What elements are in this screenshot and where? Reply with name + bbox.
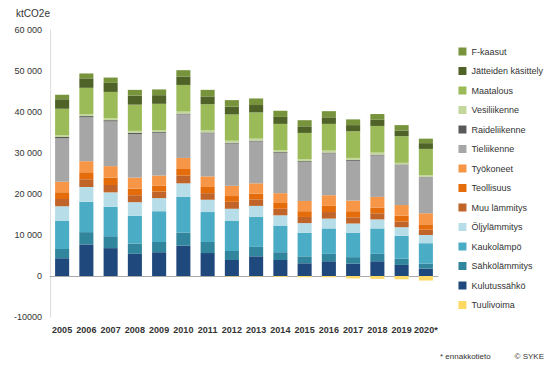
svg-text:-10000: -10000 bbox=[14, 312, 42, 322]
svg-text:2005: 2005 bbox=[52, 325, 72, 335]
svg-text:2010: 2010 bbox=[173, 325, 193, 335]
svg-text:Maatalous: Maatalous bbox=[471, 86, 513, 96]
svg-text:2013: 2013 bbox=[246, 325, 266, 335]
svg-text:50 000: 50 000 bbox=[14, 66, 42, 76]
svg-text:Tuulivoima: Tuulivoima bbox=[471, 300, 514, 310]
svg-text:Työkoneet: Työkoneet bbox=[471, 164, 513, 174]
svg-text:40 000: 40 000 bbox=[14, 107, 42, 117]
svg-text:20 000: 20 000 bbox=[14, 189, 42, 199]
svg-text:Sähkölämmitys: Sähkölämmitys bbox=[471, 261, 533, 271]
svg-text:2012: 2012 bbox=[222, 325, 242, 335]
svg-text:60 000: 60 000 bbox=[14, 25, 42, 35]
svg-text:Öljylämmitys: Öljylämmitys bbox=[471, 222, 522, 232]
svg-text:Vesiliikenne: Vesiliikenne bbox=[471, 105, 519, 115]
svg-text:2008: 2008 bbox=[125, 325, 145, 335]
svg-text:ktCO2e: ktCO2e bbox=[16, 8, 50, 19]
svg-text:Raideliikenne: Raideliikenne bbox=[471, 125, 525, 135]
svg-text:0: 0 bbox=[37, 271, 42, 281]
svg-text:2017: 2017 bbox=[343, 325, 363, 335]
svg-text:Muu lämmitys: Muu lämmitys bbox=[471, 203, 527, 213]
svg-text:10 000: 10 000 bbox=[14, 230, 42, 240]
svg-text:* ennakkotieto: * ennakkotieto bbox=[440, 352, 491, 361]
svg-text:Teollisuus: Teollisuus bbox=[471, 183, 511, 193]
svg-text:2016: 2016 bbox=[319, 325, 339, 335]
svg-text:Tieliikenne: Tieliikenne bbox=[471, 144, 514, 154]
svg-text:2018: 2018 bbox=[367, 325, 387, 335]
svg-text:Kulutussähkö: Kulutussähkö bbox=[471, 281, 525, 291]
svg-text:2019: 2019 bbox=[392, 325, 412, 335]
svg-text:2020*: 2020* bbox=[414, 325, 438, 335]
svg-text:Kaukolämpö: Kaukolämpö bbox=[471, 242, 521, 252]
svg-text:F-kaasut: F-kaasut bbox=[471, 47, 507, 57]
svg-text:2006: 2006 bbox=[76, 325, 96, 335]
svg-text:© SYKE: © SYKE bbox=[515, 352, 544, 361]
svg-text:2015: 2015 bbox=[295, 325, 315, 335]
svg-text:2014: 2014 bbox=[270, 325, 290, 335]
svg-text:2009: 2009 bbox=[149, 325, 169, 335]
svg-text:2011: 2011 bbox=[198, 325, 218, 335]
svg-text:2007: 2007 bbox=[101, 325, 121, 335]
svg-text:30 000: 30 000 bbox=[14, 148, 42, 158]
svg-text:Jätteiden käsittely: Jätteiden käsittely bbox=[471, 66, 543, 76]
